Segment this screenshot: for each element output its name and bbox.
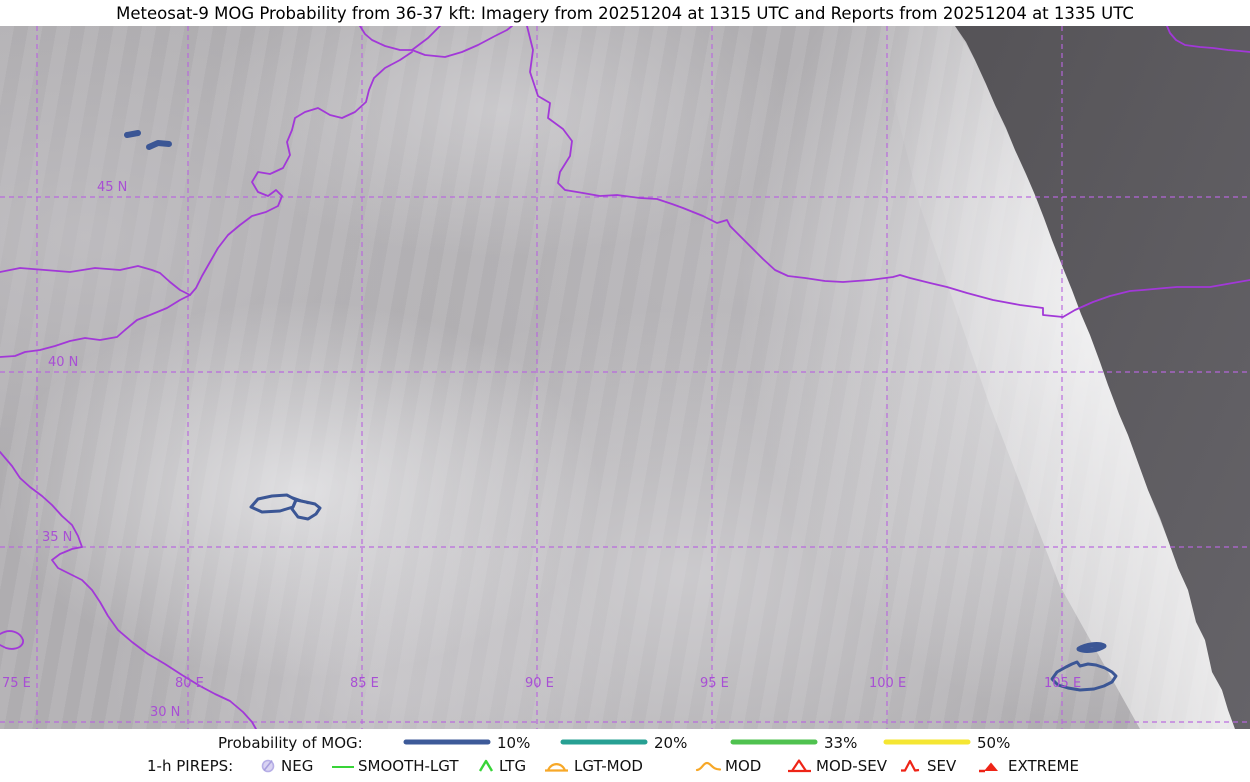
lon-label-80e: 80 E [175,676,204,691]
border-kazakh-west [0,265,191,296]
mog-20-swatch [560,739,648,745]
pirep-lgt-mod-label: LGT-MOD [574,757,643,775]
pirep-sev-label: SEV [927,757,957,775]
border-topleft-network-c [189,51,413,296]
extreme-triangle-icon [979,762,998,773]
lon-label-85e: 85 E [350,676,379,691]
mog-contour-se-blob [1050,660,1118,692]
lat-label-30n: 30 N [150,705,181,720]
limb-bright-band [875,26,1235,729]
page-title: Meteosat-9 MOG Probability from 36-37 kf… [116,3,1134,23]
no-data-wedge [955,26,1250,729]
border-kazakh-south [0,294,191,358]
pirep-ltg-label: LTG [499,757,527,775]
pirep-smooth-lgt-label: SMOOTH-LGT [358,757,459,775]
lon-label-100e: 100 E [869,676,907,691]
legend: Probability of MOG: 10% 20% 33% 50% 1-h … [0,729,1250,782]
mog-20-label: 20% [654,734,688,752]
pirep-neg-label: NEG [281,757,314,775]
lon-label-75e: 75 E [2,676,31,691]
border-north-long [526,26,1250,318]
light-caret-icon [478,759,494,772]
lat-label-35n: 35 N [42,530,73,545]
mog-10-swatch [403,739,491,745]
country-borders [0,26,1250,729]
mod-bump-icon [695,761,722,772]
lat-label-45n: 45 N [97,180,128,195]
mog-50-label: 50% [977,734,1011,752]
lon-label-95e: 95 E [700,676,729,691]
graticule [0,26,1250,729]
lon-label-90e: 90 E [525,676,554,691]
lon-label-105e: 105 E [1044,676,1082,691]
mog-contour-dash-2 [146,140,172,150]
mog-legend-label: Probability of MOG: [218,734,363,752]
satellite-image: 45 N 40 N 35 N 30 N 75 E 80 E 85 E 90 E … [0,26,1250,729]
neg-circle-slash-icon [261,759,275,773]
border-left-edge-blob [0,630,24,650]
pireps-legend-label: 1-h PIREPS: [147,757,234,775]
mog-contour-se-sliver [1076,642,1107,653]
pirep-extreme-label: EXTREME [1008,757,1079,775]
mog-contour-west-link [286,494,310,505]
mog-50-swatch [883,739,971,745]
pirep-mod-label: MOD [725,757,762,775]
border-topleft-network-b [411,26,513,58]
mog-contour-dash-1 [124,130,141,138]
mog-10-label: 10% [497,734,531,752]
lat-label-40n: 40 N [48,355,79,370]
mog-33-label: 33% [824,734,858,752]
mod-sev-caret-icon [788,759,811,773]
border-topleft-network-a [359,26,441,51]
title-bar: Meteosat-9 MOG Probability from 36-37 kf… [0,0,1250,26]
pirep-mod-sev-label: MOD-SEV [816,757,887,775]
mog-33-swatch [730,739,818,745]
mog-10-contours [124,130,1118,692]
sev-caret-icon [901,759,920,772]
border-southwest [0,451,257,729]
smooth-light-line-icon [332,766,354,768]
map-overlay [0,26,1250,729]
border-topright [1166,26,1250,53]
light-mod-bump-icon [545,763,568,772]
